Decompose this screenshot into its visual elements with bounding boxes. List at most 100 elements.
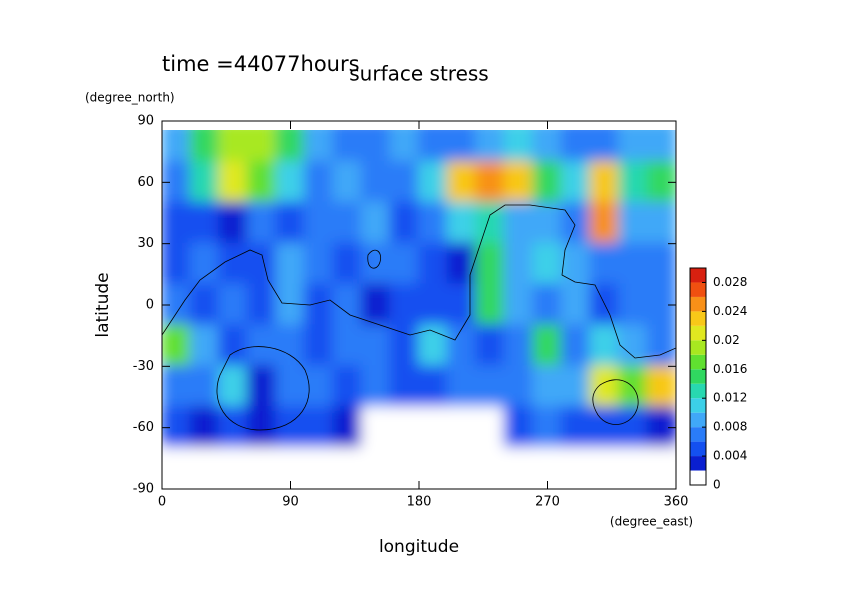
cell <box>303 406 335 450</box>
cell <box>360 130 392 163</box>
cell <box>189 365 221 409</box>
colorbar-band <box>690 325 706 341</box>
cell <box>389 130 420 163</box>
cell <box>446 201 478 245</box>
x-unit: (degree_east) <box>610 515 693 529</box>
cell <box>360 365 392 409</box>
cell <box>360 406 392 450</box>
cell <box>532 365 563 409</box>
cell <box>275 160 306 204</box>
cell <box>389 160 420 204</box>
cell <box>532 160 563 204</box>
colorbar-band <box>690 354 706 370</box>
cell <box>162 201 192 245</box>
cell <box>162 130 192 163</box>
colorbar-tick-label: 0 <box>713 478 721 492</box>
cell <box>275 201 306 245</box>
cell <box>589 130 620 163</box>
colorbar-tick-label: 0.028 <box>713 275 747 289</box>
cell <box>246 283 278 327</box>
cell <box>560 365 592 409</box>
cell <box>446 283 478 327</box>
cell <box>503 130 535 163</box>
cell <box>475 160 506 204</box>
cell <box>532 242 563 286</box>
y-tick-label: 0 <box>146 298 154 313</box>
cell <box>617 406 649 450</box>
cell <box>646 365 676 409</box>
cell <box>218 365 249 409</box>
x-tick-label: 180 <box>407 495 432 510</box>
cell <box>275 283 306 327</box>
cell <box>246 447 278 489</box>
cell <box>589 447 620 489</box>
cell <box>189 283 221 327</box>
cell <box>389 365 420 409</box>
cell <box>560 201 592 245</box>
cell <box>617 365 649 409</box>
cell <box>389 406 420 450</box>
cell <box>503 447 535 489</box>
cell <box>589 160 620 204</box>
cell <box>446 160 478 204</box>
cell <box>560 283 592 327</box>
cell <box>503 242 535 286</box>
colorbar-band <box>690 369 706 384</box>
cell <box>560 242 592 286</box>
colorbar-band <box>690 470 706 485</box>
cell <box>189 160 221 204</box>
cell <box>189 324 221 368</box>
cell <box>246 324 278 368</box>
x-tick-label: 90 <box>282 495 299 510</box>
cell <box>475 201 506 245</box>
cell <box>503 201 535 245</box>
colorbar-band <box>690 296 706 312</box>
x-tick-label: 270 <box>535 495 560 510</box>
cell <box>218 283 249 327</box>
y-tick-label: -60 <box>133 420 154 435</box>
cell <box>162 447 192 489</box>
colorbar-band <box>690 441 706 457</box>
cell <box>332 283 363 327</box>
cell <box>303 242 335 286</box>
colorbar-band <box>690 398 706 413</box>
cell <box>589 324 620 368</box>
cell <box>532 324 563 368</box>
cell <box>360 160 392 204</box>
cell <box>303 201 335 245</box>
cell <box>189 201 221 245</box>
cell <box>332 406 363 450</box>
cell <box>589 406 620 450</box>
cell <box>246 242 278 286</box>
cell <box>617 130 649 163</box>
cell <box>303 365 335 409</box>
cell <box>189 130 221 163</box>
cell <box>246 365 278 409</box>
colorbar-band <box>690 282 706 297</box>
cell <box>418 130 449 163</box>
cell <box>246 130 278 163</box>
cell <box>360 324 392 368</box>
cell <box>218 160 249 204</box>
cell <box>418 242 449 286</box>
cell <box>560 324 592 368</box>
cell <box>418 365 449 409</box>
cell <box>503 160 535 204</box>
cell <box>503 283 535 327</box>
cell <box>589 365 620 409</box>
cells <box>162 130 676 489</box>
cell <box>646 242 676 286</box>
coast <box>592 379 639 425</box>
colorbar-band <box>690 340 706 355</box>
cell <box>246 160 278 204</box>
cell <box>475 406 506 450</box>
cell <box>332 242 363 286</box>
cell <box>418 447 449 489</box>
colorbar-frame <box>689 267 707 486</box>
coastlines <box>162 204 676 431</box>
cell <box>418 283 449 327</box>
cell <box>218 201 249 245</box>
cell <box>389 242 420 286</box>
x-tick-label: 0 <box>158 495 166 510</box>
cell <box>275 365 306 409</box>
